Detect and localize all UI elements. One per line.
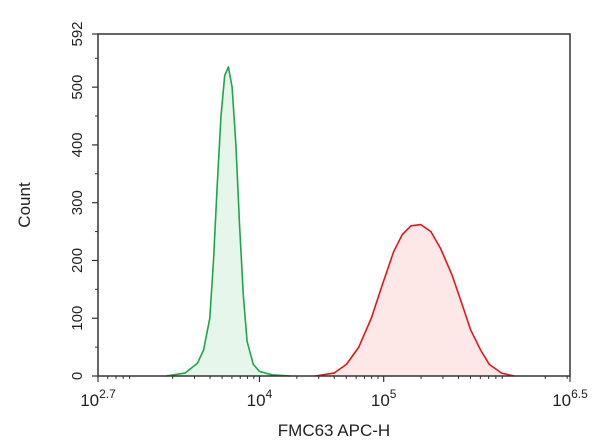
x-axis-ticks: 102.7 104 105 106.5 xyxy=(80,376,588,410)
y-axis-ticks: 0 100 200 300 400 500 592 xyxy=(69,21,98,380)
y-tick-label-4: 400 xyxy=(69,132,86,157)
x-tick-label-0: 102.7 xyxy=(80,387,116,410)
y-tick-label-5: 500 xyxy=(69,75,86,100)
series-1-fill xyxy=(166,66,291,377)
plot-frame xyxy=(97,33,571,377)
series-layer xyxy=(166,66,515,377)
y-tick-label-0: 0 xyxy=(69,372,86,380)
y-axis-label: Count xyxy=(15,182,34,228)
series-2-line xyxy=(315,223,515,377)
y-tick-label-2: 200 xyxy=(69,248,86,273)
y-tick-label-1: 100 xyxy=(69,306,86,331)
x-tick-label-3: 106.5 xyxy=(552,387,588,410)
x-tick-label-2: 105 xyxy=(371,387,397,410)
y-tick-label-3: 300 xyxy=(69,190,86,215)
x-tick-label-1: 104 xyxy=(247,387,273,410)
series-2-fill xyxy=(315,224,515,376)
x-axis-label: FMC63 APC-H xyxy=(278,421,390,440)
y-tick-label-6: 592 xyxy=(69,21,86,46)
series-1-line xyxy=(166,66,291,377)
